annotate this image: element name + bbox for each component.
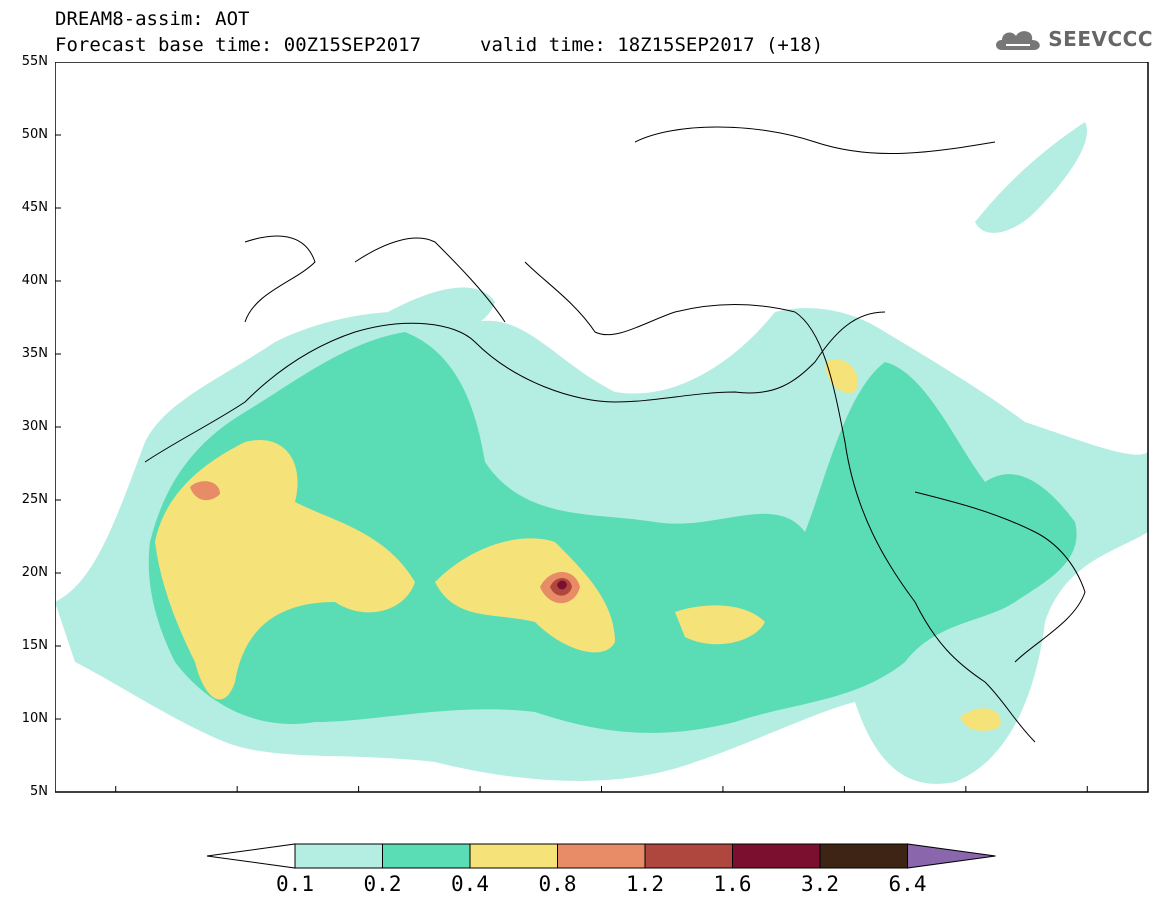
colorbar-label: 0.4	[451, 872, 489, 896]
colorbar-label: 0.8	[538, 872, 577, 896]
colorbar-swatch	[382, 843, 471, 869]
forecast-base-time: Forecast base time: 00Z15SEP2017	[55, 34, 422, 56]
aot-contours	[55, 122, 1148, 784]
seevccc-logo: SEEVCCC	[992, 24, 1153, 54]
aot-level-0.4-central	[435, 538, 615, 653]
lat-tick-label: 5N	[30, 784, 48, 799]
colorbar	[206, 843, 996, 869]
lat-tick-label: 50N	[21, 127, 48, 142]
aot-level-0.8-sahara	[190, 481, 220, 501]
aot-level-0.4-west	[155, 440, 415, 700]
colorbar-label: 1.6	[713, 872, 752, 896]
aot-level-0.2	[148, 332, 1077, 733]
lat-tick-label: 30N	[21, 419, 48, 434]
colorbar-swatch	[819, 843, 908, 869]
lat-tick-label: 25N	[21, 492, 48, 507]
aot-level-0.1-caspian	[975, 122, 1087, 233]
lat-tick-label: 15N	[21, 638, 48, 653]
lat-tick-label: 10N	[21, 711, 48, 726]
colorbar-label: 0.1	[276, 872, 314, 896]
colorbar-swatch	[469, 843, 558, 869]
colorbar-label: 3.2	[801, 872, 839, 896]
colorbar-label: 0.2	[363, 872, 402, 896]
colorbar-swatch	[294, 843, 383, 869]
aot-map: 20W10W010E20E30E40E50E60E	[55, 62, 1149, 793]
lat-tick-label: 20N	[21, 565, 48, 580]
colorbar-swatch	[644, 843, 733, 869]
colorbar-over-arrow	[907, 843, 996, 869]
colorbar-label: 1.2	[626, 872, 664, 896]
cloud-icon	[996, 31, 1041, 50]
map-title: DREAM8-assim: AOT	[55, 8, 250, 30]
aot-level-1.6	[557, 580, 567, 590]
map-axes: 20W10W010E20E30E40E50E60E	[55, 62, 1088, 793]
aot-level-0.4-east	[675, 605, 765, 645]
colorbar-under-arrow	[206, 843, 296, 869]
lat-tick-label: 35N	[21, 346, 48, 361]
valid-time: valid time: 18Z15SEP2017 (+18)	[480, 34, 824, 56]
coastlines	[144, 126, 1086, 743]
colorbar-swatch	[557, 843, 646, 869]
colorbar-label: 6.4	[888, 872, 927, 896]
logo-text: SEEVCCC	[1048, 27, 1153, 51]
aot-level-0.1-north	[355, 287, 495, 342]
lat-tick-label: 40N	[21, 273, 48, 288]
colorbar-swatch	[732, 843, 821, 869]
aot-level-0.4-somalia	[960, 708, 1001, 731]
lat-tick-label: 45N	[21, 200, 48, 215]
lat-tick-label: 55N	[21, 54, 48, 69]
